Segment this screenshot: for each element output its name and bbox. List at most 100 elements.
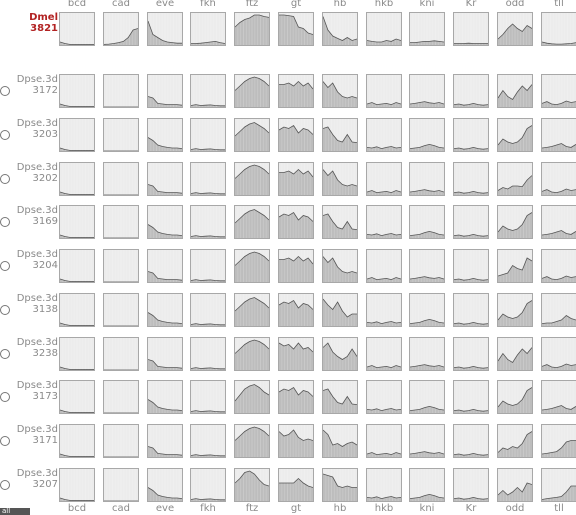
expression-cell-Kr[interactable]	[453, 162, 489, 196]
row-select-radio[interactable]	[0, 349, 10, 359]
expression-cell-cad[interactable]	[103, 424, 139, 458]
expression-cell-cad[interactable]	[103, 380, 139, 414]
expression-cell-eve[interactable]	[147, 249, 183, 283]
expression-cell-hb[interactable]	[322, 380, 358, 414]
expression-cell-bcd[interactable]	[59, 424, 95, 458]
expression-cell-odd[interactable]	[497, 74, 533, 108]
expression-cell-bcd[interactable]	[59, 205, 95, 239]
expression-cell-hb[interactable]	[322, 468, 358, 502]
expression-cell-kni[interactable]	[409, 424, 445, 458]
expression-cell-kni[interactable]	[409, 205, 445, 239]
expression-cell-bcd[interactable]	[59, 74, 95, 108]
expression-cell-ftz[interactable]	[234, 205, 270, 239]
expression-cell-cad[interactable]	[103, 118, 139, 152]
expression-cell-fkh[interactable]	[190, 468, 226, 502]
expression-cell-hb[interactable]	[322, 118, 358, 152]
expression-cell-Kr[interactable]	[453, 337, 489, 371]
expression-cell-cad[interactable]	[103, 205, 139, 239]
expression-cell-eve[interactable]	[147, 424, 183, 458]
expression-cell-Kr[interactable]	[453, 74, 489, 108]
expression-cell-odd[interactable]	[497, 249, 533, 283]
expression-cell-Kr[interactable]	[453, 293, 489, 327]
expression-cell-tll[interactable]	[541, 380, 576, 414]
expression-cell-kni[interactable]	[409, 468, 445, 502]
expression-cell-gt[interactable]	[278, 468, 314, 502]
expression-cell-Kr[interactable]	[453, 424, 489, 458]
expression-cell-gt[interactable]	[278, 249, 314, 283]
expression-cell-gt[interactable]	[278, 424, 314, 458]
expression-cell-Kr[interactable]	[453, 468, 489, 502]
row-select-radio[interactable]	[0, 86, 10, 96]
expression-cell-hkb[interactable]	[366, 74, 402, 108]
expression-cell-gt[interactable]	[278, 12, 314, 46]
all-button[interactable]: all	[0, 508, 30, 515]
expression-cell-hkb[interactable]	[366, 205, 402, 239]
expression-cell-gt[interactable]	[278, 337, 314, 371]
expression-cell-odd[interactable]	[497, 337, 533, 371]
expression-cell-fkh[interactable]	[190, 380, 226, 414]
expression-cell-bcd[interactable]	[59, 380, 95, 414]
expression-cell-gt[interactable]	[278, 293, 314, 327]
expression-cell-eve[interactable]	[147, 118, 183, 152]
expression-cell-ftz[interactable]	[234, 12, 270, 46]
expression-cell-fkh[interactable]	[190, 337, 226, 371]
expression-cell-hb[interactable]	[322, 424, 358, 458]
row-select-radio[interactable]	[0, 392, 10, 402]
expression-cell-eve[interactable]	[147, 162, 183, 196]
expression-cell-ftz[interactable]	[234, 74, 270, 108]
expression-cell-bcd[interactable]	[59, 12, 95, 46]
expression-cell-hkb[interactable]	[366, 118, 402, 152]
expression-cell-fkh[interactable]	[190, 118, 226, 152]
expression-cell-hb[interactable]	[322, 74, 358, 108]
expression-cell-fkh[interactable]	[190, 293, 226, 327]
expression-cell-hb[interactable]	[322, 12, 358, 46]
expression-cell-kni[interactable]	[409, 162, 445, 196]
row-select-radio[interactable]	[0, 261, 10, 271]
expression-cell-hb[interactable]	[322, 249, 358, 283]
row-select-radio[interactable]	[0, 480, 10, 490]
expression-cell-eve[interactable]	[147, 205, 183, 239]
expression-cell-gt[interactable]	[278, 380, 314, 414]
expression-cell-odd[interactable]	[497, 293, 533, 327]
expression-cell-cad[interactable]	[103, 74, 139, 108]
expression-cell-tll[interactable]	[541, 12, 576, 46]
expression-cell-hkb[interactable]	[366, 468, 402, 502]
expression-cell-bcd[interactable]	[59, 468, 95, 502]
expression-cell-bcd[interactable]	[59, 118, 95, 152]
expression-cell-ftz[interactable]	[234, 293, 270, 327]
expression-cell-Kr[interactable]	[453, 118, 489, 152]
expression-cell-bcd[interactable]	[59, 337, 95, 371]
expression-cell-hb[interactable]	[322, 337, 358, 371]
expression-cell-hkb[interactable]	[366, 162, 402, 196]
expression-cell-fkh[interactable]	[190, 12, 226, 46]
expression-cell-fkh[interactable]	[190, 424, 226, 458]
expression-cell-Kr[interactable]	[453, 249, 489, 283]
expression-cell-kni[interactable]	[409, 12, 445, 46]
expression-cell-bcd[interactable]	[59, 293, 95, 327]
expression-cell-odd[interactable]	[497, 205, 533, 239]
expression-cell-kni[interactable]	[409, 249, 445, 283]
expression-cell-eve[interactable]	[147, 380, 183, 414]
expression-cell-eve[interactable]	[147, 337, 183, 371]
expression-cell-tll[interactable]	[541, 118, 576, 152]
row-select-radio[interactable]	[0, 217, 10, 227]
expression-cell-gt[interactable]	[278, 118, 314, 152]
expression-cell-gt[interactable]	[278, 162, 314, 196]
expression-cell-gt[interactable]	[278, 205, 314, 239]
expression-cell-odd[interactable]	[497, 162, 533, 196]
expression-cell-gt[interactable]	[278, 74, 314, 108]
expression-cell-ftz[interactable]	[234, 468, 270, 502]
expression-cell-hb[interactable]	[322, 162, 358, 196]
expression-cell-tll[interactable]	[541, 205, 576, 239]
expression-cell-eve[interactable]	[147, 74, 183, 108]
expression-cell-cad[interactable]	[103, 468, 139, 502]
expression-cell-hkb[interactable]	[366, 424, 402, 458]
expression-cell-hb[interactable]	[322, 293, 358, 327]
expression-cell-cad[interactable]	[103, 293, 139, 327]
expression-cell-Kr[interactable]	[453, 12, 489, 46]
expression-cell-Kr[interactable]	[453, 380, 489, 414]
expression-cell-hkb[interactable]	[366, 12, 402, 46]
expression-cell-hkb[interactable]	[366, 380, 402, 414]
expression-cell-bcd[interactable]	[59, 249, 95, 283]
expression-cell-odd[interactable]	[497, 424, 533, 458]
